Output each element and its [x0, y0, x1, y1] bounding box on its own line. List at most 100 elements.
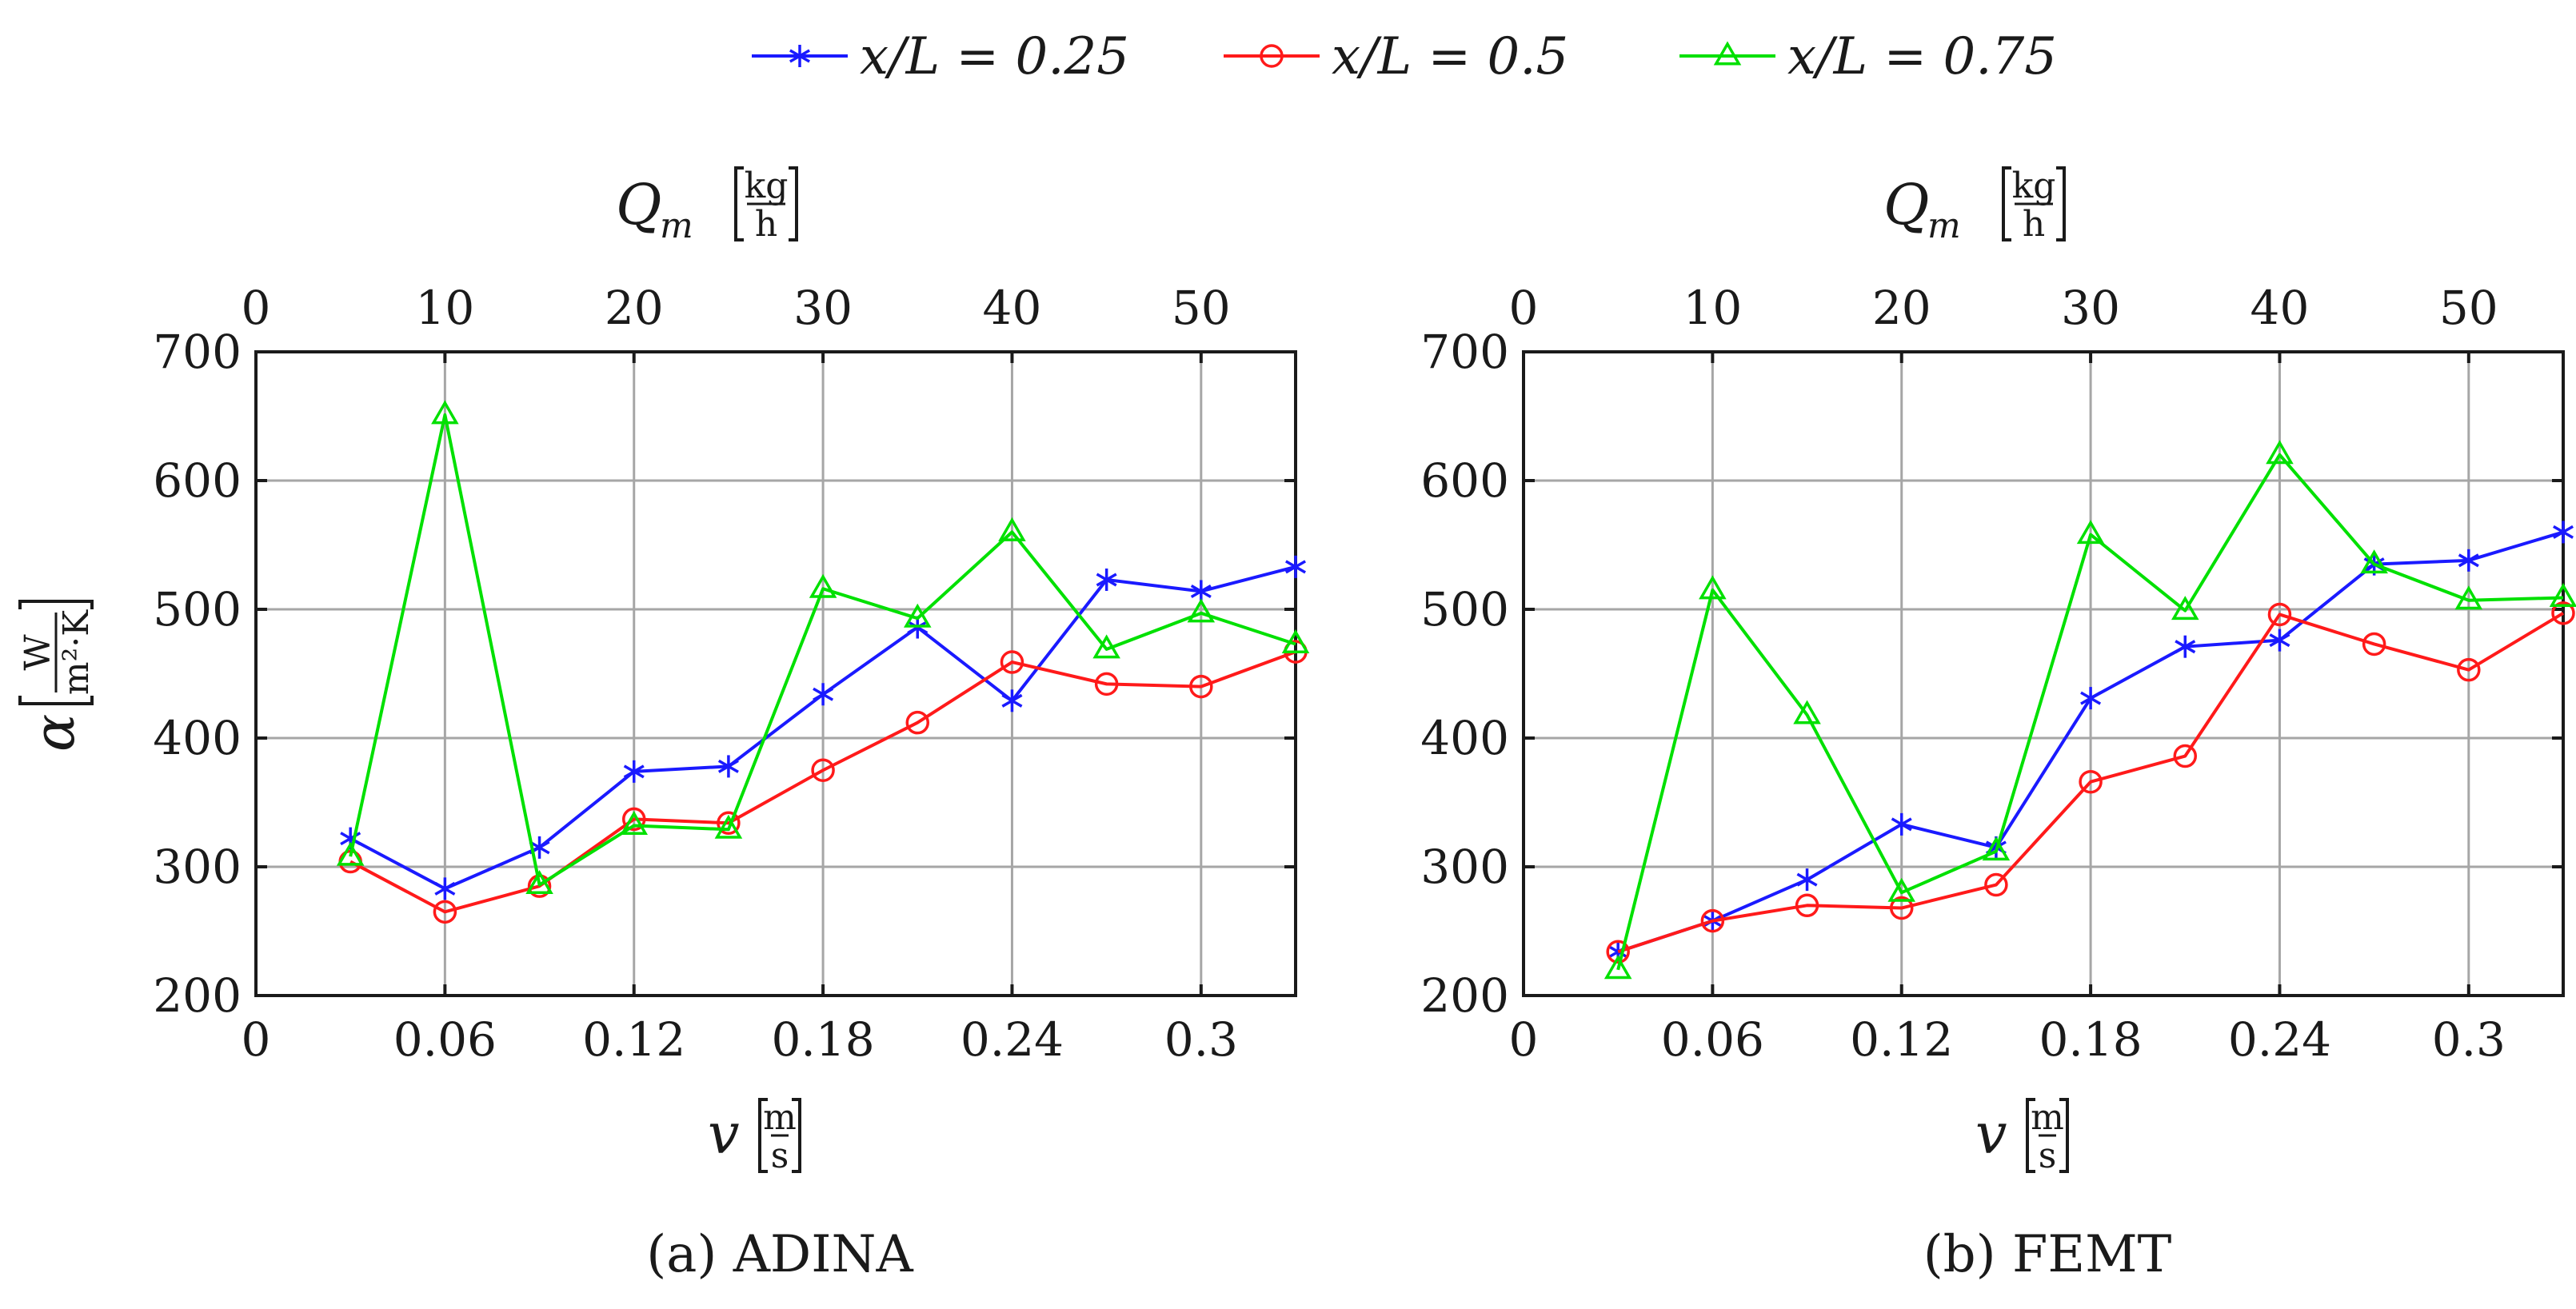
top-x-tick-label: 10: [415, 281, 474, 335]
data-point: [525, 870, 553, 895]
legend-entry: x/L = 0.5: [1224, 27, 1568, 86]
data-point: [813, 683, 834, 706]
series-x-l-0-25: [340, 555, 1306, 900]
legend: x/L = 0.25 x/L = 0.5 x/L = 0.75: [752, 27, 2057, 86]
y-tick-label: 400: [153, 711, 242, 765]
data-point: [2551, 601, 2575, 625]
data-point-stroke: [2175, 640, 2196, 654]
top-axis-label: Qm kgh: [616, 166, 798, 246]
x-tick-label: 0.18: [772, 1012, 875, 1067]
x-tick-label: 0.06: [393, 1012, 497, 1067]
x-axis-symbol: v: [708, 1101, 740, 1167]
top-x-tick-label: 10: [1683, 281, 1742, 335]
data-point-stroke: [623, 764, 645, 779]
x-axis-label: v ms: [1975, 1097, 2069, 1176]
data-point: [1187, 598, 1216, 623]
data-point: [2267, 602, 2292, 627]
top-axis-unit: kgh: [2002, 166, 2066, 245]
top-axis-unit-numerator: kg: [2012, 166, 2056, 206]
data-point-stroke: [2458, 553, 2479, 568]
x-axis-symbol: v: [1975, 1101, 2007, 1167]
data-point-stroke: [1285, 560, 1306, 574]
top-x-tick-label: 20: [605, 281, 664, 335]
data-point: [2360, 549, 2388, 574]
data-point: [1793, 700, 1821, 724]
data-point: [1094, 672, 1119, 696]
x-axis-unit-numerator: m: [2031, 1097, 2064, 1138]
data-point-stroke: [813, 687, 834, 701]
x-tick-label: 0.18: [2039, 1012, 2143, 1067]
data-point: [620, 810, 649, 835]
data-point: [2362, 632, 2386, 656]
data-point: [809, 573, 837, 598]
y-tick-label: 300: [1420, 840, 1509, 894]
data-point: [2079, 769, 2103, 794]
data-point-stroke: [2553, 525, 2574, 539]
data-point-stroke: [529, 840, 550, 855]
data-point: [1887, 877, 1916, 902]
data-point: [2175, 635, 2196, 658]
data-point: [434, 877, 456, 900]
data-point-stroke: [434, 881, 456, 896]
data-point: [433, 900, 457, 924]
data-point-stroke: [717, 759, 739, 773]
x-axis-unit-numerator: m: [763, 1097, 797, 1138]
x-tick-label: 0.12: [582, 1012, 685, 1067]
x-tick-label: 0.06: [1661, 1012, 1764, 1067]
x-tick-label: 0.3: [1164, 1012, 1238, 1067]
data-point: [2553, 521, 2574, 544]
top-axis-unit-denominator: h: [755, 204, 777, 245]
y-axis-unit-right-bracket: [18, 600, 94, 609]
data-point: [905, 710, 930, 735]
top-axis-symbol: Q: [1883, 172, 1929, 237]
x-axis-unit-left-bracket: [2026, 1098, 2035, 1173]
top-x-tick-label: 40: [2251, 281, 2310, 335]
data-point: [1795, 893, 1819, 918]
series-x-l-0-75: [1604, 440, 2576, 980]
data-point: [2171, 596, 2199, 621]
top-axis-unit-numerator: kg: [745, 166, 789, 206]
x-axis-unit-denominator: s: [2039, 1135, 2057, 1176]
legend-label: x/L = 0.5: [1332, 27, 1568, 86]
top-axis-label: Qm kgh: [1883, 166, 2066, 246]
x-axis-unit: ms: [758, 1097, 801, 1176]
plot-frame: [254, 350, 1297, 997]
top-x-tick-label: 30: [793, 281, 853, 335]
data-point: [1984, 872, 2008, 897]
data-point: [811, 758, 835, 782]
top-x-tick-label: 20: [1872, 281, 1931, 335]
panel-adina: 0 0.06 0.12 0.18 0.24 0.3 0 10 20 30 40 50 200 300 400…: [18, 166, 1310, 1284]
data-point: [2173, 744, 2198, 768]
data-point: [2549, 583, 2576, 608]
y-axis-unit-numerator: W: [18, 634, 58, 671]
y-tick-label: 200: [1420, 968, 1509, 1023]
legend-entry: x/L = 0.75: [1679, 27, 2057, 86]
data-point: [1189, 674, 1213, 699]
data-point: [2266, 440, 2294, 465]
top-x-tick-label: 50: [1172, 281, 1231, 335]
y-axis-unit-denominator: m²·K: [56, 609, 97, 695]
data-point-stroke: [1001, 693, 1023, 708]
panel-femt: 0 0.06 0.12 0.18 0.24 0.3 0 10 20 30 40 50 200 300 400…: [1420, 166, 2576, 1284]
data-point: [717, 755, 739, 778]
plot-frame: [1522, 350, 2565, 997]
legend-entry: x/L = 0.25: [752, 27, 1129, 86]
y-axis-unit: Wm²·K: [18, 600, 97, 705]
data-point: [1982, 836, 2011, 861]
series-x-l-0-5: [1606, 601, 2575, 964]
y-tick-label: 700: [153, 325, 242, 379]
x-axis-unit-right-bracket: [792, 1098, 801, 1173]
data-point: [336, 841, 365, 866]
y-tick-label: 600: [1420, 453, 1509, 508]
data-point: [1096, 568, 1117, 591]
top-axis-unit-left-bracket: [734, 166, 744, 241]
data-point: [621, 807, 646, 832]
x-axis-label: v ms: [708, 1097, 801, 1176]
top-axis-unit-right-bracket: [2056, 166, 2066, 241]
top-x-tick-label: 30: [2061, 281, 2120, 335]
data-point: [1606, 940, 1630, 964]
data-point: [1891, 812, 1912, 836]
y-axis-unit-left-bracket: [18, 696, 94, 705]
data-point-stroke: [340, 832, 361, 846]
top-axis-unit-right-bracket: [789, 166, 798, 241]
